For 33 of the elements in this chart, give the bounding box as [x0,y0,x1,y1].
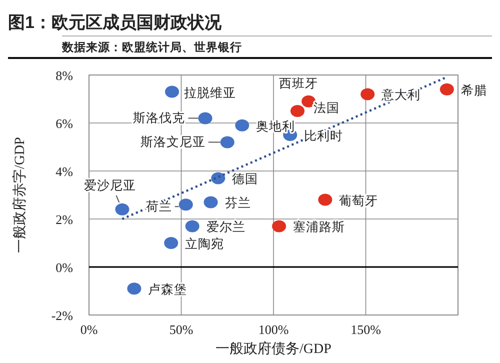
y-tick-label: 4% [56,164,74,179]
point [211,172,226,184]
chart-subtitle: 数据来源：欧盟统计局、世界银行 [61,40,242,54]
point [164,237,178,249]
point [185,220,200,232]
x-axis-title: 一般政府债务/GDP [216,341,332,357]
point [165,86,180,98]
point [290,105,304,117]
point [220,136,234,148]
y-axis-title: 一般政府赤字/GDP [12,136,28,253]
y-tick-label: 0% [56,260,74,275]
point [127,282,142,295]
chart-title: 图1：欧元区成员国财政状况 [8,13,222,32]
y-tick-label: 8% [56,68,74,83]
x-tick-label: 50% [169,322,194,337]
point [318,194,332,206]
point [115,203,130,216]
point [204,196,218,208]
y-tick-label: -2% [51,308,74,323]
annotation: 爱沙尼亚 [84,178,136,192]
point [360,88,375,100]
annotation: 斯洛文尼亚 [140,135,206,150]
point [198,112,212,124]
x-tick-label: 100% [258,322,289,337]
annotation: 斯洛伐克 [133,111,186,126]
y-tick-label: 2% [56,212,74,227]
point [178,198,193,211]
point [272,220,286,232]
y-tick-label: 6% [56,116,74,131]
x-tick-label: 0% [80,322,98,337]
point [235,119,250,132]
x-tick-label: 150% [350,322,382,337]
point [440,83,454,96]
